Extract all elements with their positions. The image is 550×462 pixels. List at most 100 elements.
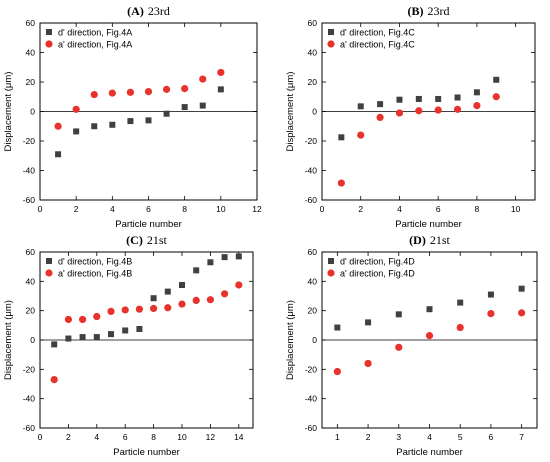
y-tick-label: -20: [305, 364, 318, 374]
data-point-circle: [90, 90, 98, 99]
panel-title-text: 21st: [430, 233, 451, 247]
panel-2: (C) 21st 0 2 4 6 8 10 12 14 -60 -40 -20 0 20 40 60 Partic…: [3, 233, 254, 458]
data-point-circle: [518, 309, 526, 317]
x-axis-label: Particle number: [113, 447, 180, 458]
legend-marker-circle: [327, 269, 335, 277]
panel-title: (D) 21st: [409, 233, 450, 247]
data-point-circle: [235, 281, 243, 289]
x-tick-label: 0: [38, 204, 43, 214]
panel-title: (A) 23rd: [127, 4, 170, 18]
data-point-circle: [72, 105, 80, 113]
y-tick-label: -60: [23, 195, 36, 205]
data-point-square: [221, 254, 228, 261]
data-point-square: [150, 295, 157, 302]
data-point-square: [55, 151, 62, 158]
data-point-square: [179, 282, 185, 288]
legend-label: a' direction, Fig.4A: [58, 40, 132, 50]
panel-title-text: 23rd: [148, 4, 170, 18]
data-point-square: [377, 101, 384, 108]
data-point-circle: [64, 315, 72, 324]
data-point-square: [199, 102, 206, 109]
y-tick-label: 40: [26, 276, 36, 286]
data-point-circle: [395, 109, 404, 117]
data-point-circle: [50, 376, 58, 384]
data-point-square: [396, 96, 403, 103]
y-tick-label: -40: [305, 394, 318, 404]
legend-marker-circle: [45, 269, 53, 277]
x-tick-label: 3: [396, 432, 401, 442]
x-tick-label: 1: [335, 432, 340, 442]
data-point-square: [164, 288, 171, 295]
series-d-direction: [338, 76, 500, 141]
data-point-square: [487, 291, 494, 298]
data-point-square: [454, 94, 461, 101]
y-tick-label: 40: [308, 48, 318, 58]
data-point-square: [73, 128, 80, 135]
y-tick-label: -60: [23, 423, 36, 433]
x-axis-label: Particle number: [115, 219, 182, 230]
x-axis-label: Particle number: [396, 447, 463, 458]
x-tick-label: 2: [74, 204, 79, 214]
x-tick-label: 8: [151, 432, 156, 442]
series-d-direction: [334, 285, 525, 331]
data-point-square: [365, 319, 372, 326]
y-axis-label: Displacement (μm): [3, 72, 14, 152]
panel-1: (B) 23rd 0 2 4 6 8 10 -60 -40 -20 0 20 40 60 Particle n…: [285, 4, 536, 230]
x-tick-label: 10: [511, 204, 521, 214]
y-tick-label: 20: [26, 306, 36, 316]
x-tick-label: 4: [94, 432, 99, 442]
data-point-square: [493, 76, 500, 83]
data-point-circle: [487, 310, 495, 318]
x-tick-label: 4: [110, 204, 115, 214]
data-point-square: [426, 306, 433, 313]
data-point-circle: [221, 290, 229, 298]
legend-marker-circle: [327, 40, 335, 48]
x-tick-label: 2: [66, 432, 71, 442]
panel-letter: (A): [127, 4, 144, 18]
data-point-circle: [453, 105, 462, 113]
legend-marker-square: [328, 258, 334, 264]
data-point-circle: [333, 367, 341, 376]
legend-label: a' direction, Fig.4D: [340, 269, 415, 279]
data-point-circle: [473, 102, 481, 110]
data-point-circle: [395, 343, 403, 351]
legend: d' direction, Fig.4A a' direction, Fig.4A: [45, 28, 132, 50]
y-tick-label: -40: [23, 166, 36, 176]
y-tick-label: 20: [308, 77, 318, 87]
data-point-circle: [434, 106, 442, 114]
data-point-square: [518, 285, 525, 292]
data-point-circle: [192, 296, 200, 304]
data-point-square: [457, 299, 464, 306]
data-point-circle: [164, 304, 172, 312]
legend-label: d' direction, Fig.4A: [58, 28, 132, 38]
x-tick-label: 0: [38, 432, 43, 442]
legend-label: d' direction, Fig.4B: [58, 257, 132, 267]
data-point-circle: [178, 300, 186, 308]
y-tick-label: 40: [26, 48, 36, 58]
y-tick-label: 20: [26, 77, 36, 87]
y-tick-label: -40: [305, 166, 318, 176]
data-point-circle: [162, 85, 171, 93]
data-point-circle: [206, 296, 214, 304]
y-tick-label: -60: [305, 423, 318, 433]
x-tick-label: 6: [146, 204, 151, 214]
data-point-square: [207, 259, 214, 266]
x-tick-label: 10: [177, 432, 187, 442]
data-point-square: [193, 267, 200, 274]
x-tick-label: 2: [366, 432, 371, 442]
data-point-circle: [144, 87, 153, 96]
data-point-square: [435, 95, 442, 102]
data-point-square: [181, 104, 188, 111]
x-tick-label: 14: [234, 432, 244, 442]
y-axis-label: Displacement (μm): [3, 300, 14, 380]
y-tick-label: -20: [23, 364, 36, 374]
data-point-square: [235, 253, 242, 260]
y-tick-label: 0: [30, 107, 35, 117]
panel-letter: (B): [408, 4, 424, 18]
data-point-square: [93, 334, 100, 341]
series-a-direction: [337, 93, 500, 187]
data-point-circle: [415, 107, 423, 115]
data-point-circle: [150, 304, 158, 313]
x-tick-label: 0: [320, 204, 325, 214]
data-point-square: [65, 335, 72, 342]
